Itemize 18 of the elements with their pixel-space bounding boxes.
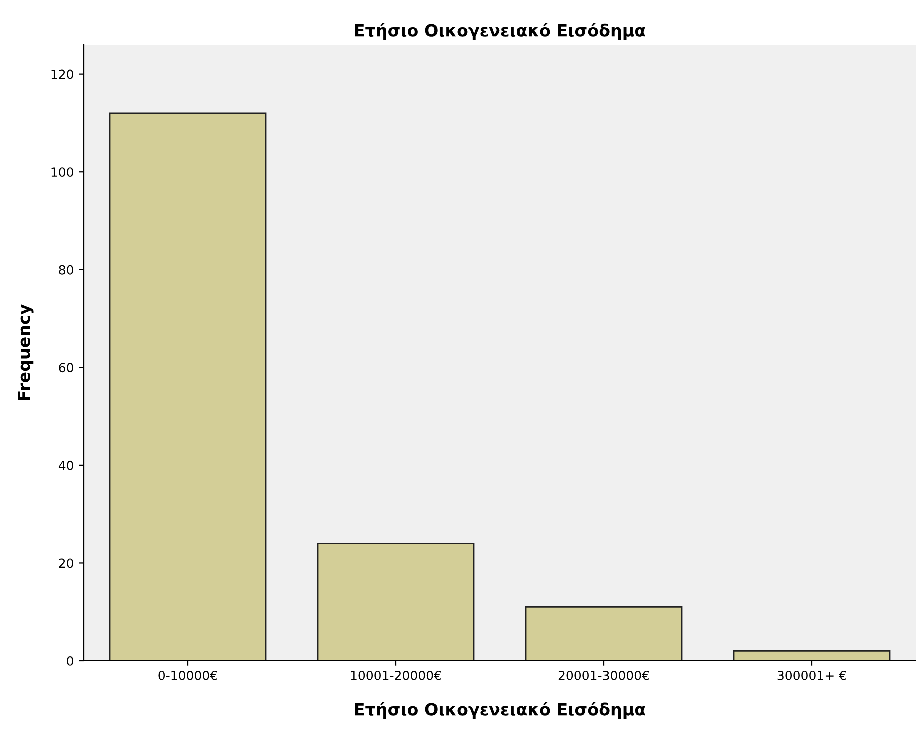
bar bbox=[109, 112, 267, 661]
y-tick-label: 0 bbox=[67, 656, 74, 666]
y-tick-label: 100 bbox=[52, 168, 74, 178]
x-tick-label: 0-10000€ bbox=[158, 670, 218, 680]
bar bbox=[525, 606, 683, 661]
x-tick-label: 300001+ € bbox=[778, 670, 846, 680]
y-tick-label: 120 bbox=[52, 70, 74, 80]
y-tick-label: 60 bbox=[59, 363, 74, 373]
x-tick-label: 10001-20000€ bbox=[351, 670, 442, 680]
y-axis-title: Frequency bbox=[18, 304, 34, 400]
bar bbox=[733, 650, 891, 661]
x-axis-title: Ετήσιο Οικογενειακό Εισόδημα bbox=[355, 702, 646, 720]
y-tick-label: 80 bbox=[59, 265, 74, 275]
chart-title: Ετήσιο Οικογενειακό Εισόδημα bbox=[355, 23, 646, 40]
y-tick-label: 40 bbox=[58, 460, 74, 470]
y-tick-label: 20 bbox=[59, 558, 74, 568]
x-tick-label: 20001-30000€ bbox=[558, 670, 650, 680]
bar bbox=[317, 542, 475, 661]
